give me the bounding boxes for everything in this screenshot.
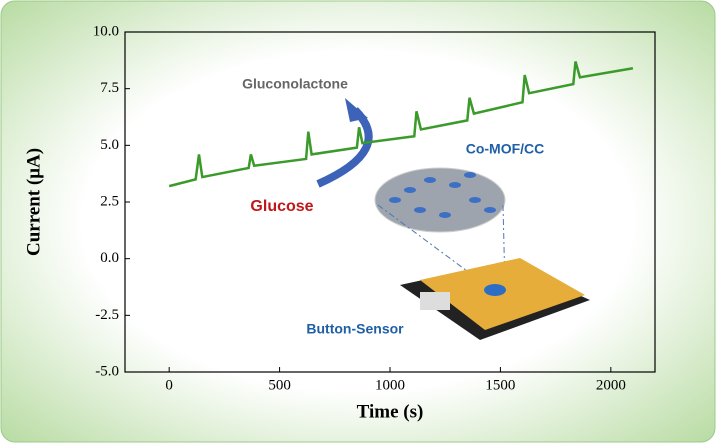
y-tick-label: 0.0 bbox=[100, 250, 119, 266]
x-axis-label: Time (s) bbox=[357, 401, 424, 422]
y-tick-label: -5.0 bbox=[95, 363, 119, 379]
y-tick-label: 5.0 bbox=[100, 137, 119, 153]
x-tick-label: 2000 bbox=[596, 377, 626, 393]
annotation: Glucose bbox=[250, 198, 313, 215]
annotation: Gluconolactone bbox=[242, 76, 348, 92]
y-tick-label: 7.5 bbox=[100, 80, 119, 96]
x-tick-label: 1000 bbox=[375, 377, 405, 393]
y-tick-label: 2.5 bbox=[100, 193, 119, 209]
electrode bbox=[420, 292, 450, 310]
x-tick-label: 500 bbox=[268, 377, 291, 393]
mof-disc bbox=[374, 167, 506, 233]
data-line bbox=[168, 61, 634, 188]
electrode-dot bbox=[484, 284, 506, 296]
x-tick-label: 0 bbox=[165, 377, 173, 393]
arrow-head bbox=[345, 98, 368, 122]
mof-crystals bbox=[389, 172, 496, 218]
y-tick-label: 10.0 bbox=[93, 23, 119, 39]
annotation: Co-MOF/CC bbox=[466, 141, 545, 157]
x-tick-label: 1500 bbox=[485, 377, 515, 393]
y-tick-label: -2.5 bbox=[95, 307, 119, 323]
annotation: Button-Sensor bbox=[306, 321, 404, 337]
y-axis-label: Current (μA) bbox=[23, 148, 44, 256]
